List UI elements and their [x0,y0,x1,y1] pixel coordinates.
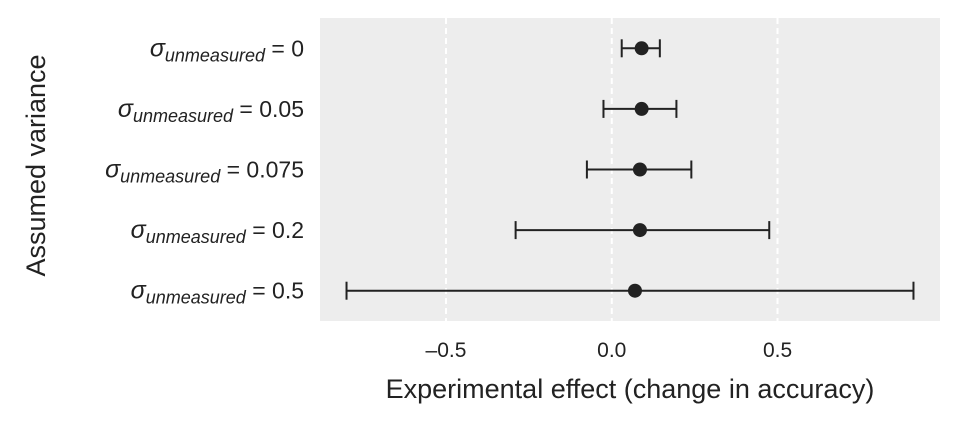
x-tick-label: 0.5 [763,339,792,362]
mean-point [634,101,649,116]
x-tick-label: –0.5 [426,339,467,362]
category-label: σunmeasured = 0 [150,34,304,65]
error-bar-row [514,221,771,240]
category-label: σunmeasured = 0.2 [131,216,304,247]
variance-value: = 0.075 [220,157,304,183]
variance-value: = 0.5 [246,278,304,304]
variance-value: = 0 [265,35,304,61]
sigma-symbol: σ [131,216,147,244]
x-tick-labels: –0.5 0.0 0.5 [426,339,793,362]
variance-value: = 0.05 [233,96,304,122]
error-bar-row [602,99,678,118]
sigma-symbol: σ [105,156,121,184]
error-bar-row [345,281,915,300]
subscript: unmeasured [146,288,247,308]
category-label: σunmeasured = 0.05 [118,95,304,126]
mean-point [632,223,647,238]
y-axis-title: Assumed variance [21,54,51,276]
sigma-symbol: σ [150,34,166,62]
sigma-symbol: σ [131,277,147,305]
variance-value: = 0.2 [246,217,304,243]
mean-point [627,283,642,298]
error-bars [345,39,915,300]
subscript: unmeasured [165,45,266,65]
mean-point [634,41,649,56]
category-label: σunmeasured = 0.5 [131,277,304,308]
error-bar-row [620,39,661,58]
x-axis-title: Experimental effect (change in accuracy) [386,374,875,404]
subscript: unmeasured [146,227,247,247]
mean-point [632,162,647,177]
sigma-symbol: σ [118,95,134,123]
category-label: σunmeasured = 0.075 [105,156,304,187]
subscript: unmeasured [120,167,221,187]
error-bar-row [585,160,693,179]
x-tick-label: 0.0 [597,339,626,362]
subscript: unmeasured [133,106,234,126]
